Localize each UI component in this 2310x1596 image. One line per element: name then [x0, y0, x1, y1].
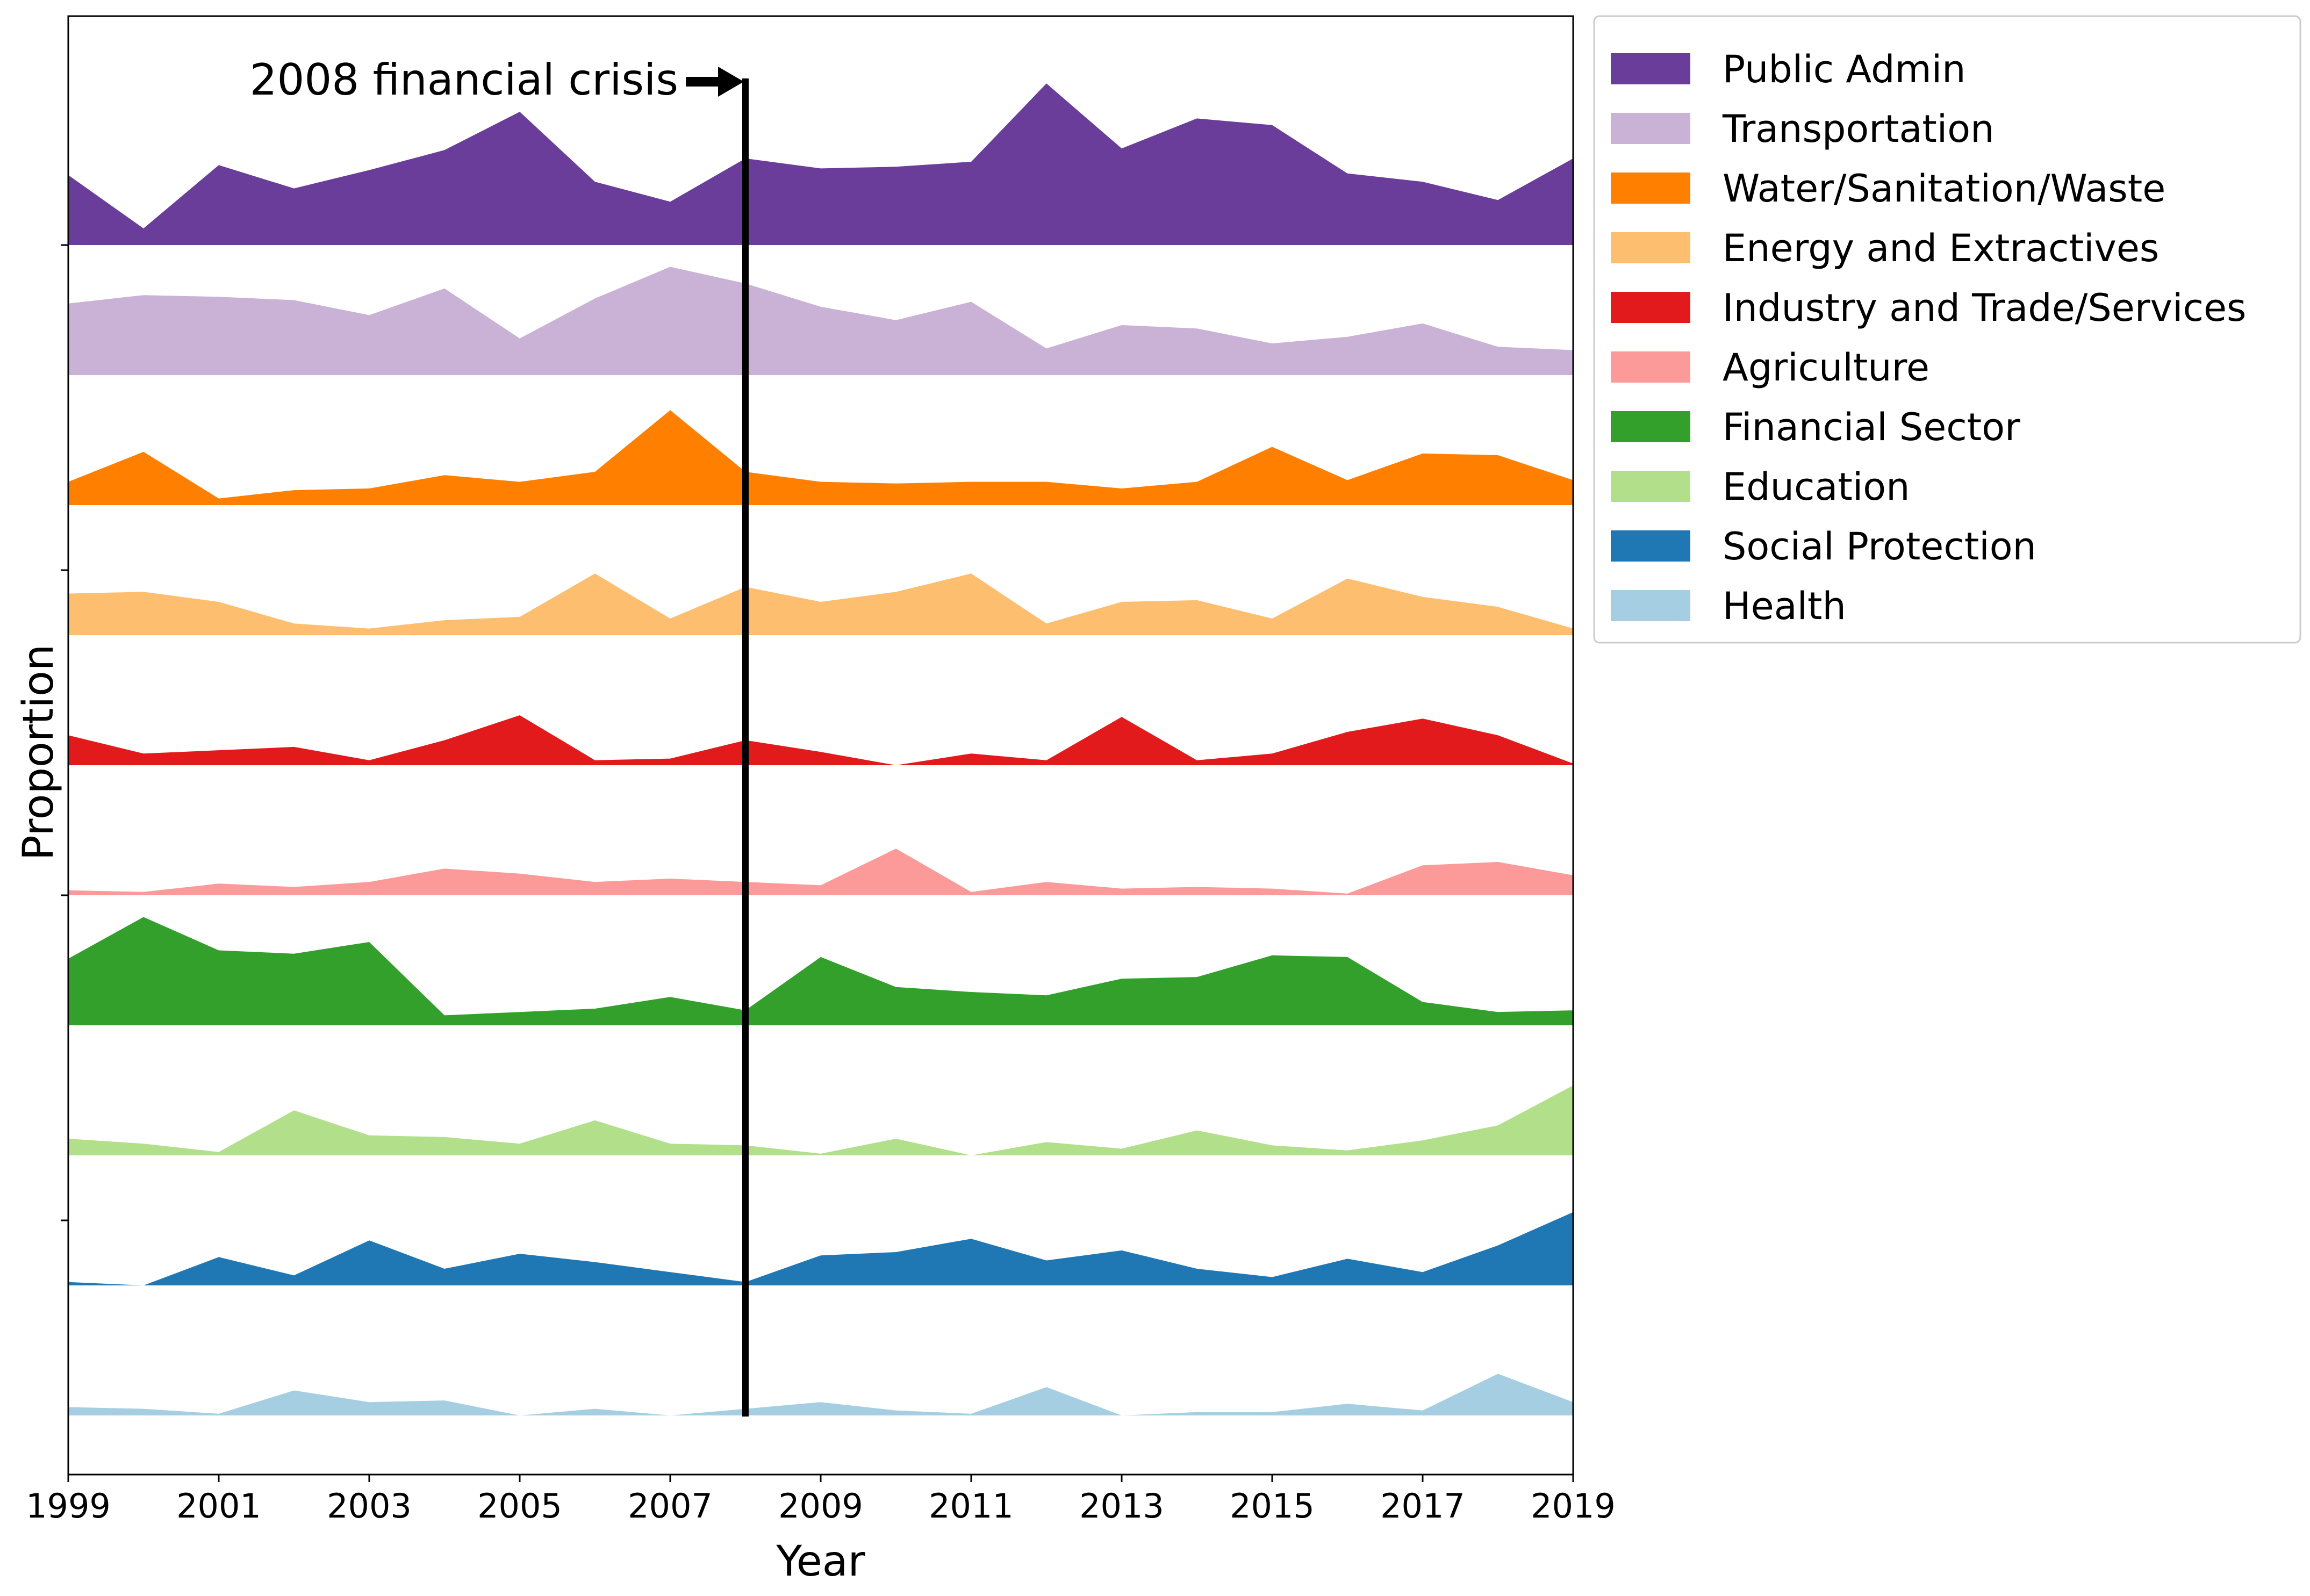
area-health [68, 1374, 1573, 1415]
legend-label-energy-and-extractives: Energy and Extractives [1723, 226, 2159, 270]
legend-frame [1593, 15, 2301, 644]
legend: Public Admin Transportation Water/Sanitati… [1593, 15, 2301, 644]
y-axis-ticks [61, 244, 68, 1221]
crisis-arrow-head [718, 67, 744, 97]
legend-swatch-water-sanitation-waste [1611, 172, 1690, 204]
area-industry-and-trade-services [68, 715, 1573, 765]
legend-swatch-public-admin [1611, 53, 1690, 84]
legend-label-education: Education [1723, 465, 1910, 509]
crisis-annotation-label: 2008 financial crisis [250, 55, 678, 105]
x-tick-label: 2019 [1531, 1486, 1616, 1526]
area-energy-and-extractives [68, 573, 1573, 635]
legend-label-financial-sector: Financial Sector [1723, 405, 2020, 449]
legend-swatch-education [1611, 471, 1690, 502]
area-agriculture [68, 849, 1573, 895]
crisis-annotation: 2008 financial crisis [250, 55, 749, 1417]
legend-label-public-admin: Public Admin [1723, 47, 1966, 91]
legend-swatch-transportation [1611, 113, 1690, 144]
y-axis-title: Proportion [15, 644, 63, 860]
area-financial-sector [68, 917, 1573, 1025]
area-water-sanitation-waste [68, 410, 1573, 505]
legend-label-health: Health [1723, 584, 1846, 628]
area-public-admin [68, 83, 1573, 246]
legend-swatch-health [1611, 590, 1690, 621]
legend-label-agriculture: Agriculture [1723, 346, 1929, 390]
legend-label-transportation: Transportation [1722, 107, 1994, 151]
legend-swatch-industry-and-trade-services [1611, 292, 1690, 323]
x-tick-label: 2005 [477, 1486, 562, 1526]
x-tick-label: 1999 [26, 1486, 111, 1526]
crisis-arrow-shaft [686, 77, 719, 87]
legend-swatch-financial-sector [1611, 411, 1690, 442]
legend-label-industry-and-trade-services: Industry and Trade/Services [1723, 286, 2247, 330]
legend-label-social-protection: Social Protection [1723, 524, 2036, 569]
x-tick-label: 2001 [176, 1486, 261, 1526]
x-tick-label: 2017 [1380, 1486, 1465, 1526]
legend-swatch-social-protection [1611, 530, 1690, 562]
area-social-protection [68, 1212, 1573, 1285]
x-axis-title: Year [776, 1537, 865, 1586]
area-education [68, 1085, 1573, 1155]
x-tick-label: 2011 [929, 1486, 1014, 1526]
x-axis-ticks: 1999 2001 2003 2005 2007 2009 2011 2013 2015 2017… [26, 1475, 1616, 1526]
legend-label-water-sanitation-waste: Water/Sanitation/Waste [1723, 167, 2165, 211]
legend-swatch-energy-and-extractives [1611, 232, 1690, 263]
x-tick-label: 2013 [1079, 1486, 1164, 1526]
x-tick-label: 2015 [1230, 1486, 1315, 1526]
x-tick-label: 2007 [628, 1486, 713, 1526]
area-transportation [68, 267, 1573, 375]
series-areas [68, 83, 1573, 1415]
x-tick-label: 2009 [778, 1486, 863, 1526]
x-tick-label: 2003 [327, 1486, 412, 1526]
legend-swatch-agriculture [1611, 351, 1690, 383]
